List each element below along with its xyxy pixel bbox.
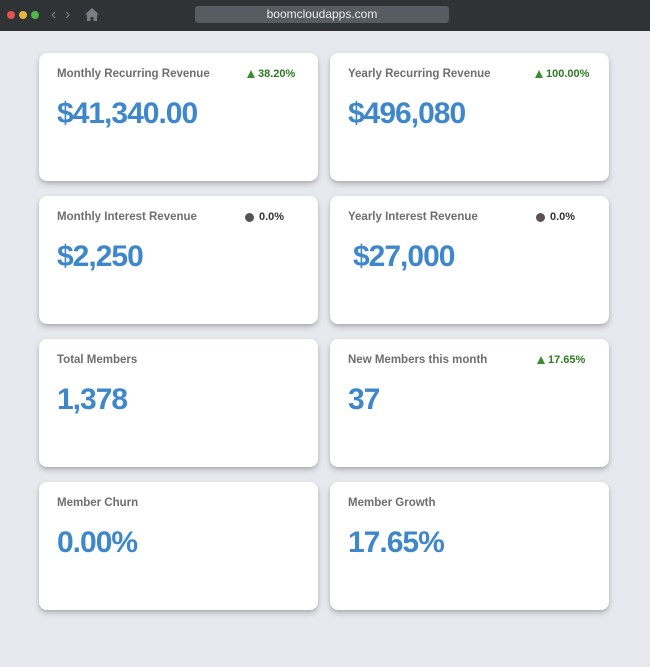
dot-icon [245, 212, 254, 222]
trend-percent: 0.0% [259, 211, 285, 223]
maximize-window-icon[interactable] [31, 11, 39, 19]
trend-percent: 38.20% [258, 68, 296, 80]
chevron-right-icon[interactable]: › [65, 6, 71, 23]
trend-percent: 100.00% [546, 68, 590, 80]
card-value: $41,340.00 [57, 97, 198, 130]
card-title: Member Churn [57, 497, 139, 509]
chevron-left-icon[interactable]: ‹ [51, 6, 57, 23]
trend-badge: 0.0% [536, 211, 575, 223]
trend-percent: 17.65% [548, 354, 586, 366]
card-value: $27,000 [353, 240, 455, 273]
trend-badge: 38.20% [247, 68, 295, 80]
trend-percent: 0.0% [550, 211, 576, 223]
home-icon[interactable] [85, 8, 99, 21]
address-bar[interactable]: boomcloudapps.com [195, 6, 449, 23]
trend-badge: 0.0% [245, 211, 284, 223]
triangle-up-icon [247, 70, 255, 78]
mir-card: Monthly Interest Revenue 0.0% $2,250 [39, 196, 318, 324]
card-title: Total Members [57, 354, 138, 366]
member-growth-card: Member Growth 17.65% [330, 482, 609, 610]
card-value: $496,080 [348, 97, 466, 130]
trend-badge: 17.65% [537, 354, 585, 366]
card-title: New Members this month [348, 354, 488, 366]
card-title: Member Growth [348, 497, 436, 509]
triangle-up-icon [537, 356, 545, 364]
card-title: Yearly Recurring Revenue [348, 68, 491, 80]
dot-icon [536, 212, 545, 222]
yrr-card: Yearly Recurring Revenue 100.00% $496,08… [330, 53, 609, 181]
card-value: 17.65% [348, 526, 445, 559]
card-title: Monthly Interest Revenue [57, 211, 197, 223]
mrr-card: Monthly Recurring Revenue 38.20% $41,340… [39, 53, 318, 181]
minimize-window-icon[interactable] [19, 11, 27, 19]
new-members-card: New Members this month 17.65% 37 [330, 339, 609, 467]
card-value: 37 [348, 383, 380, 416]
card-value: $2,250 [57, 240, 144, 273]
card-title: Monthly Recurring Revenue [57, 68, 210, 80]
card-value: 0.00% [57, 526, 138, 559]
triangle-up-icon [535, 70, 543, 78]
browser-titlebar: ‹ › boomcloudapps.com [0, 0, 650, 31]
close-window-icon[interactable] [7, 11, 15, 19]
member-churn-card: Member Churn 0.00% [39, 482, 318, 610]
total-members-card: Total Members 1,378 [39, 339, 318, 467]
trend-badge: 100.00% [535, 68, 589, 80]
card-title: Yearly Interest Revenue [348, 211, 478, 223]
card-value: 1,378 [57, 383, 128, 416]
yir-card: Yearly Interest Revenue 0.0% $27,000 [330, 196, 609, 324]
